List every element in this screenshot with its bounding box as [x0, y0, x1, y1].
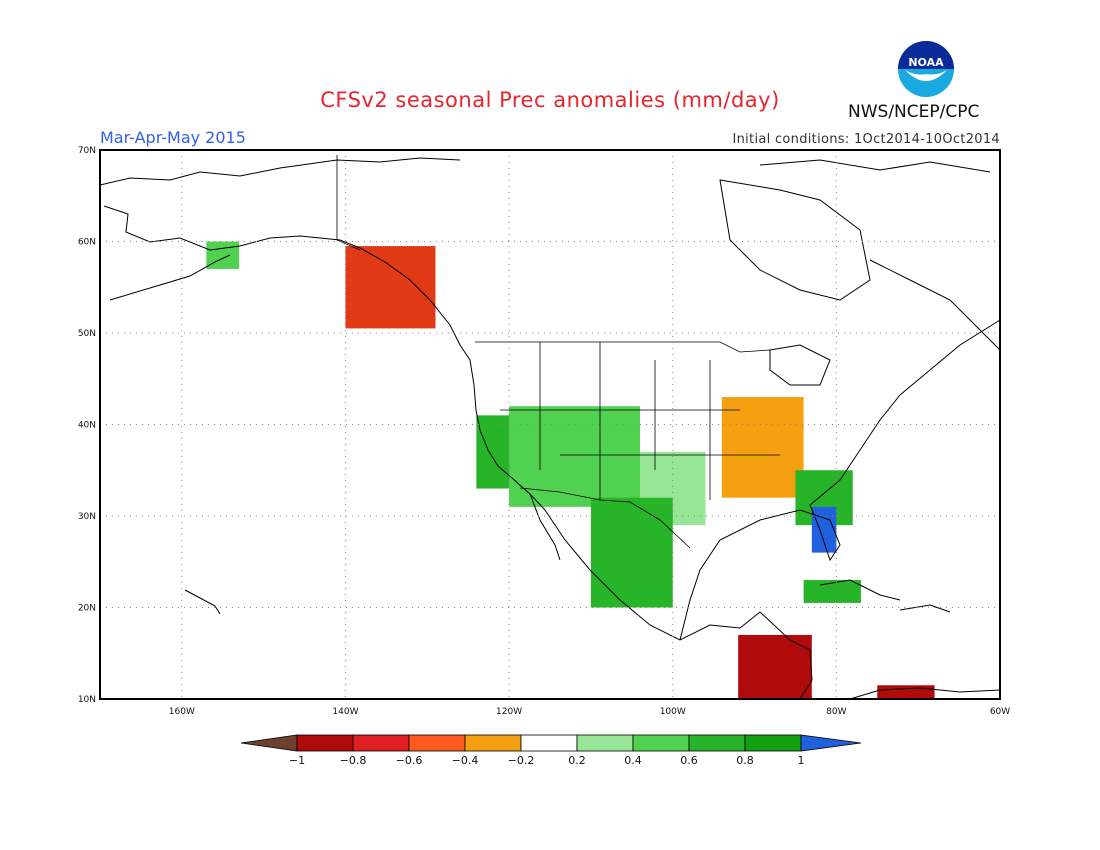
coastline-greatlakes — [769, 344, 831, 386]
colorbar-segment-7 — [632, 734, 690, 752]
coastline-layer — [99, 157, 1001, 700]
lat-label-1: 60N — [78, 238, 96, 248]
political-borders — [336, 155, 780, 549]
colorbar-label-2: −0.6 — [396, 754, 423, 767]
colorbar-label-9: 1 — [798, 754, 805, 767]
anomaly-layer: Alaska panhandle / BC coast Southwest Ala… — [206, 241, 935, 699]
lat-label-2: 50N — [78, 329, 96, 339]
colorbar-segment-8 — [688, 734, 746, 752]
coastline-alaska-west — [103, 205, 471, 361]
colorbar-segment-4 — [464, 734, 522, 752]
colorbar-segment-1 — [296, 734, 354, 752]
coastline-hudson — [719, 179, 871, 301]
colorbar-segments — [240, 734, 862, 752]
colorbar-arrow-right — [800, 734, 862, 752]
coastline-hispaniola — [899, 604, 951, 613]
coastline-alaska-north — [99, 157, 461, 186]
logo-text: NOAA — [908, 56, 944, 69]
noaa-logo-icon: NOAA — [898, 41, 954, 97]
colorbar-label-1: −0.8 — [340, 754, 367, 767]
coastline-aleutians — [109, 254, 231, 301]
initial-conditions: Initial conditions: 1Oct2014-10Oct2014 — [732, 132, 1000, 147]
lon-label-0: 160W — [169, 707, 195, 717]
colorbar-label-7: 0.6 — [680, 754, 698, 767]
lon-label-3: 100W — [660, 707, 686, 717]
border-us-mexico — [519, 487, 691, 549]
lat-label-6: 10N — [78, 695, 96, 705]
colorbar-arrow-left — [240, 734, 298, 752]
anomaly-region-4: Great Basin / Southwest — [509, 406, 640, 507]
colorbar-segment-2 — [352, 734, 410, 752]
agency-label: NWS/NCEP/CPC — [848, 102, 980, 122]
lon-label-1: 140W — [332, 707, 358, 717]
anomaly-region-12: Cuba — [803, 580, 861, 603]
colorbar-label-0: −1 — [289, 754, 305, 767]
coastline-arctic-islands — [759, 159, 991, 173]
chart-title: CFSv2 seasonal Prec anomalies (mm/day) — [320, 88, 780, 112]
coastline-gulf — [679, 319, 1001, 641]
coastline-labrador — [869, 259, 1001, 351]
lon-label-2: 120W — [496, 707, 522, 717]
coastline-hawaii — [184, 589, 221, 615]
colorbar-label-5: 0.2 — [568, 754, 586, 767]
anomaly-region-11: Northern South America — [877, 685, 935, 699]
graticule — [100, 150, 1000, 699]
anomaly-region-7: Midwest / Ohio Valley — [721, 397, 804, 498]
anomaly-region-0: Alaska panhandle / BC coast — [345, 246, 436, 329]
colorbar-label-6: 0.4 — [624, 754, 642, 767]
coastline-baja — [529, 493, 561, 561]
lon-label-5: 60W — [990, 707, 1010, 717]
colorbar-labels: −1 −0.8 −0.6 −0.4 −0.2 0.2 0.4 0.6 0.8 1 — [289, 754, 805, 767]
anomaly-region-10: Central America — [738, 634, 812, 699]
lat-label-5: 20N — [78, 604, 96, 614]
lat-label-0: 70N — [78, 146, 96, 156]
coastline-us-west — [469, 359, 813, 700]
lat-label-4: 30N — [78, 512, 96, 522]
longitude-labels: 160W 140W 120W 100W 80W 60W — [169, 707, 1010, 717]
border-us-canada — [475, 341, 771, 353]
latitude-labels: 70N 60N 50N 40N 30N 20N 10N — [78, 146, 96, 705]
colorbar-segment-6 — [576, 734, 634, 752]
lat-label-3: 40N — [78, 421, 96, 431]
colorbar-label-4: −0.2 — [508, 754, 535, 767]
anomaly-region-1: Southwest Alaska — [206, 241, 240, 269]
map-frame — [99, 149, 1001, 700]
coastline-cuba — [819, 579, 901, 601]
forecast-period: Mar-Apr-May 2015 — [100, 128, 246, 147]
colorbar-segment-9 — [744, 734, 802, 752]
colorbar-segment-3 — [408, 734, 466, 752]
colorbar-segment-5 — [520, 734, 578, 752]
colorbar-label-3: −0.4 — [452, 754, 479, 767]
coastline-south-america — [849, 687, 1001, 700]
colorbar-label-8: 0.8 — [736, 754, 754, 767]
lon-label-4: 80W — [826, 707, 846, 717]
border-alaska-canada — [336, 155, 361, 251]
anomaly-region-9: Florida — [811, 506, 837, 553]
